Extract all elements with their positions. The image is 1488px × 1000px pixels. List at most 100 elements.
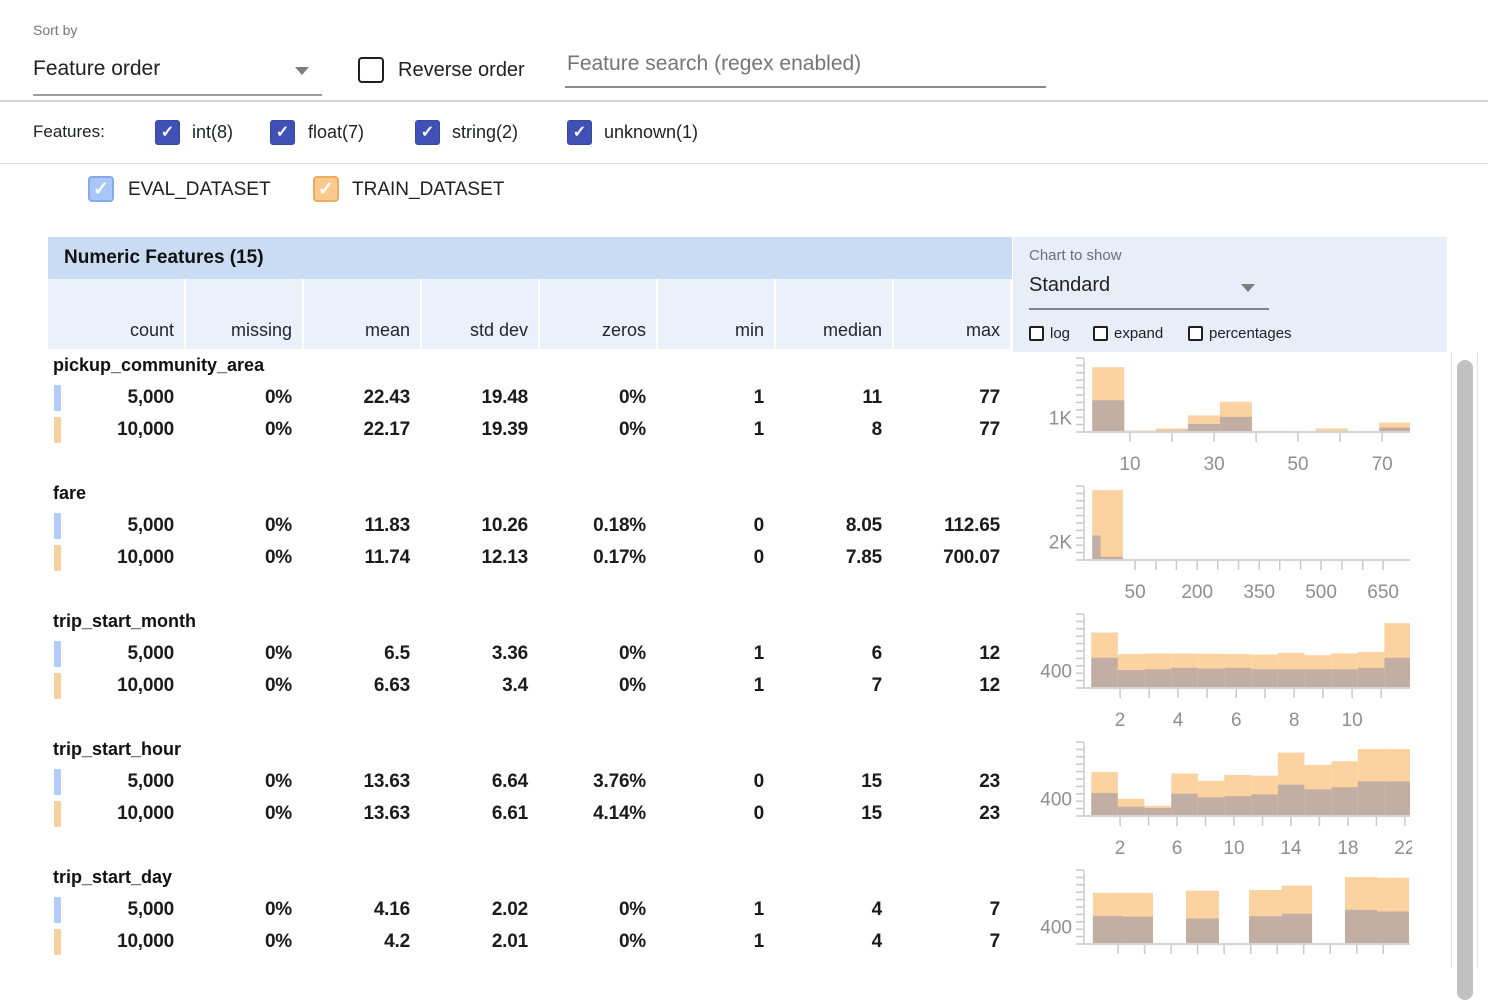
stat-cell: 2.02 [422,894,538,926]
stat-cell: 23 [894,798,1010,830]
stat-value: 3.76% [593,771,646,792]
stat-cell: 19.48 [422,382,538,414]
stat-value: 0% [265,387,292,408]
stat-cell: 5,000 [48,894,184,926]
stat-value: 7.85 [846,547,882,568]
stat-value: 0% [619,387,646,408]
reverse-order-checkbox[interactable] [358,57,384,83]
stat-cell: 0% [186,670,302,702]
stat-value: 6.5 [384,643,410,664]
scrollbar-track-border [1477,352,1478,968]
stat-value: 7 [990,899,1000,920]
stat-cell: 15 [776,766,892,798]
sort-order-dropdown[interactable]: Feature order [33,57,160,81]
dataset-color-swatch [54,673,61,699]
stat-value: 4.16 [374,899,410,920]
chart-to-show-panel: Chart to show Standard log expand percen… [1013,237,1447,352]
dataset-color-swatch [54,929,61,955]
eval-dataset-checkbox[interactable]: ✓ [88,176,114,202]
feature-name: fare [53,483,86,504]
stat-cell: 0% [540,894,656,926]
feature-histogram: 400 [1032,864,1412,992]
stat-cell: 10,000 [48,670,184,702]
stat-value: 0 [754,515,764,536]
chart-dropdown-underline [1029,308,1269,310]
stat-cell: 0.17% [540,542,656,574]
percentages-checkbox[interactable] [1188,326,1203,341]
stat-value: 2.01 [492,931,528,952]
hist-y-axis-label: 400 [1040,662,1072,683]
float-filter-checkbox[interactable]: ✓ [270,120,295,145]
stat-value: 12.13 [481,547,528,568]
stat-cell: 5,000 [48,382,184,414]
chart-type-dropdown[interactable]: Standard [1029,274,1110,297]
stat-value: 22.43 [363,387,410,408]
stat-cell: 11.74 [304,542,420,574]
stat-cell: 0% [540,382,656,414]
hist-y-axis-label: 2K [1049,532,1073,553]
stat-cell: 0 [658,542,774,574]
expand-checkbox[interactable] [1093,326,1108,341]
scrollbar-thumb[interactable] [1457,360,1473,1000]
stat-cell: 12 [894,670,1010,702]
hist-x-axis-label: 14 [1280,838,1302,859]
chevron-down-icon[interactable] [1241,284,1255,292]
stat-value: 11.83 [365,515,411,536]
stat-value: 6.64 [492,771,528,792]
int-filter-label: int(8) [192,122,233,143]
reverse-order-label: Reverse order [398,59,525,82]
stat-cell: 5,000 [48,766,184,798]
column-header-mean: mean [304,279,420,349]
stat-cell: 0% [540,414,656,446]
train-dataset-checkbox[interactable]: ✓ [313,176,339,202]
column-header-max: max [894,279,1010,349]
chevron-down-icon[interactable] [295,67,309,75]
stat-cell: 112.65 [894,510,1010,542]
stat-cell: 13.63 [304,798,420,830]
chart-to-show-label: Chart to show [1029,247,1122,264]
stat-value: 8 [872,419,882,440]
dataset-legend: ✓ EVAL_DATASET ✓ TRAIN_DATASET [0,164,1488,236]
stat-cell: 0% [186,798,302,830]
stat-value: 23 [979,771,1000,792]
hist-x-axis-label: 2 [1115,838,1126,859]
stat-cell: 10.26 [422,510,538,542]
stat-value: 700.07 [943,547,1000,568]
stat-cell: 0% [186,926,302,958]
hist-y-axis-label: 1K [1049,409,1073,430]
stat-value: 10,000 [117,931,174,952]
stat-cell: 0% [186,766,302,798]
stat-cell: 0 [658,510,774,542]
stat-cell: 0% [186,638,302,670]
feature-name: trip_start_day [53,867,172,888]
features-label: Features: [33,122,105,142]
stat-cell: 0 [658,798,774,830]
hist-x-axis-label: 6 [1231,710,1242,731]
stat-value: 7 [990,931,1000,952]
stat-value: 4.2 [384,931,410,952]
feature-search-input[interactable] [565,52,1046,88]
hist-x-axis-label: 4 [1173,710,1184,731]
expand-label: expand [1114,325,1163,342]
stat-cell: 11.83 [304,510,420,542]
stat-value: 1 [754,419,764,440]
stat-value: 23 [979,803,1000,824]
stat-value: 3.36 [492,643,528,664]
stat-value: 6.63 [374,675,410,696]
dataset-color-swatch [54,385,61,411]
stat-cell: 0% [540,670,656,702]
unknown-filter-checkbox[interactable]: ✓ [567,120,592,145]
stat-value: 4 [872,899,882,920]
int-filter-checkbox[interactable]: ✓ [155,120,180,145]
hist-x-axis-label: 18 [1337,838,1358,859]
stat-value: 0% [265,547,292,568]
string-filter-checkbox[interactable]: ✓ [415,120,440,145]
log-checkbox[interactable] [1029,326,1044,341]
stat-value: 10.26 [481,515,528,536]
